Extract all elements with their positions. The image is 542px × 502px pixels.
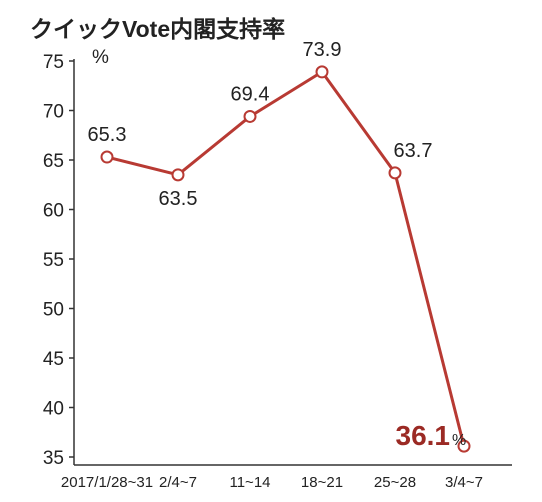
data-label: 65.3 xyxy=(88,124,127,146)
y-tick-label: 75 xyxy=(43,52,64,73)
data-label-highlight: 36.1 xyxy=(396,420,451,451)
data-label: 73.9 xyxy=(303,39,342,61)
x-tick-label: 3/4~7 xyxy=(445,474,483,491)
data-labels: 65.3 63.5 69.4 73.9 63.7 36.1% xyxy=(88,39,467,451)
chart-title: クイックVote内閣支持率 xyxy=(30,16,286,42)
data-label: 63.7 xyxy=(394,140,433,162)
x-tick-label: 25~28 xyxy=(374,474,416,491)
y-tick-label: 60 xyxy=(43,201,64,222)
y-tick-label: 55 xyxy=(43,250,64,271)
x-axis: 2017/1/28~31 2/4~7 11~14 18~21 25~28 3/4~7 xyxy=(61,464,512,491)
data-label-percent: % xyxy=(452,432,466,449)
data-point xyxy=(315,65,329,79)
y-tick-label: 35 xyxy=(43,448,64,469)
data-label: 69.4 xyxy=(231,83,270,105)
series-line-group xyxy=(100,65,471,453)
x-tick-label: 2017/1/28~31 xyxy=(61,474,153,491)
data-label: 63.5 xyxy=(159,188,198,210)
data-point xyxy=(171,168,185,182)
y-tick-label: 50 xyxy=(43,300,64,321)
x-tick-label: 11~14 xyxy=(229,474,270,491)
x-tick-label: 18~21 xyxy=(301,474,343,491)
y-unit-label: % xyxy=(92,47,109,68)
data-point xyxy=(243,109,257,123)
data-point xyxy=(100,150,114,164)
data-point xyxy=(388,166,402,180)
data-point xyxy=(457,439,471,453)
y-tick-label: 40 xyxy=(43,399,64,420)
x-tick-label: 2/4~7 xyxy=(159,474,197,491)
y-axis: 35 40 45 50 55 60 65 70 75% xyxy=(43,47,109,469)
y-tick-label: 70 xyxy=(43,102,64,123)
series-line xyxy=(106,70,466,447)
y-tick-label: 45 xyxy=(43,349,64,370)
y-tick-label: 65 xyxy=(43,151,64,172)
